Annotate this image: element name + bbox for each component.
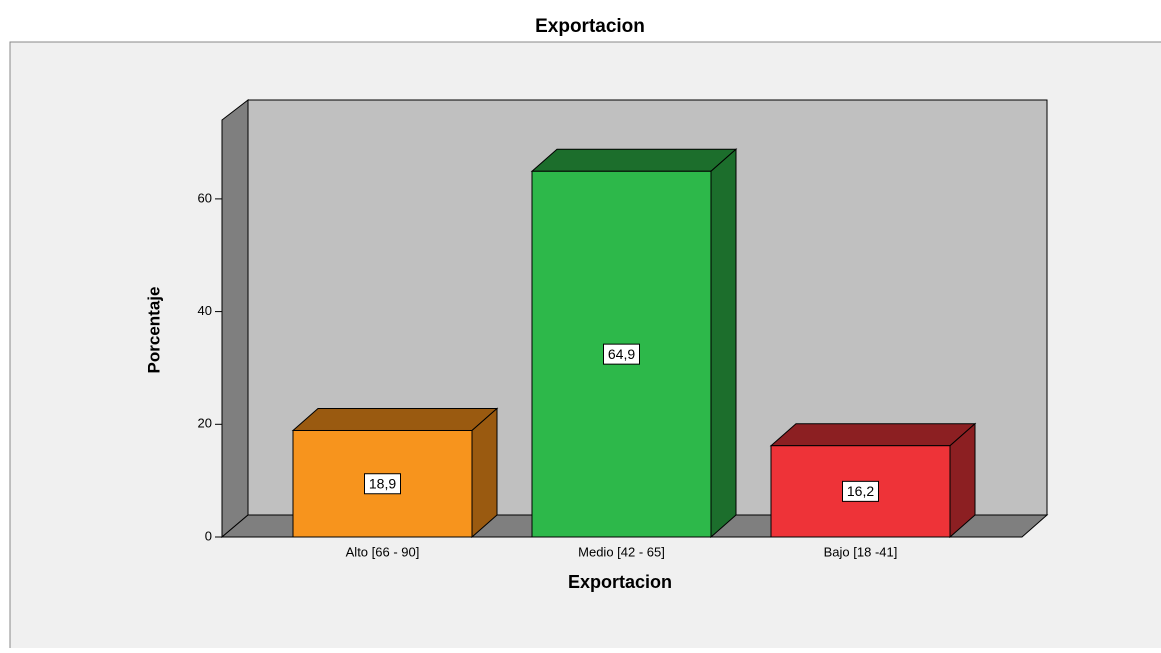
bar-top <box>769 423 977 447</box>
value-label: 64,9 <box>608 346 635 362</box>
y-tick-label: 40 <box>198 303 212 318</box>
value-label-box <box>364 473 401 495</box>
chart-title: Exportacion <box>535 16 645 37</box>
x-tick-label: Alto [66 - 90] <box>346 544 420 559</box>
value-label: 18,9 <box>369 475 396 491</box>
y-tick-label: 0 <box>205 528 212 543</box>
y-tick-label: 60 <box>198 190 212 205</box>
bar-side <box>471 407 498 539</box>
y-axis-title: Porcentaje <box>144 287 163 374</box>
x-tick-label: Bajo [18 -41] <box>824 544 898 559</box>
x-axis-title: Exportacion <box>568 572 672 592</box>
value-label: 16,2 <box>847 483 874 499</box>
value-label-box <box>603 343 640 365</box>
y-tick-label: 20 <box>198 416 212 431</box>
bar-side <box>710 148 737 539</box>
x-tick-label: Medio [42 - 65] <box>578 544 665 559</box>
bar-top <box>530 148 738 172</box>
left-wall <box>221 98 249 539</box>
bar-top <box>291 407 499 431</box>
value-label-box <box>842 480 879 502</box>
